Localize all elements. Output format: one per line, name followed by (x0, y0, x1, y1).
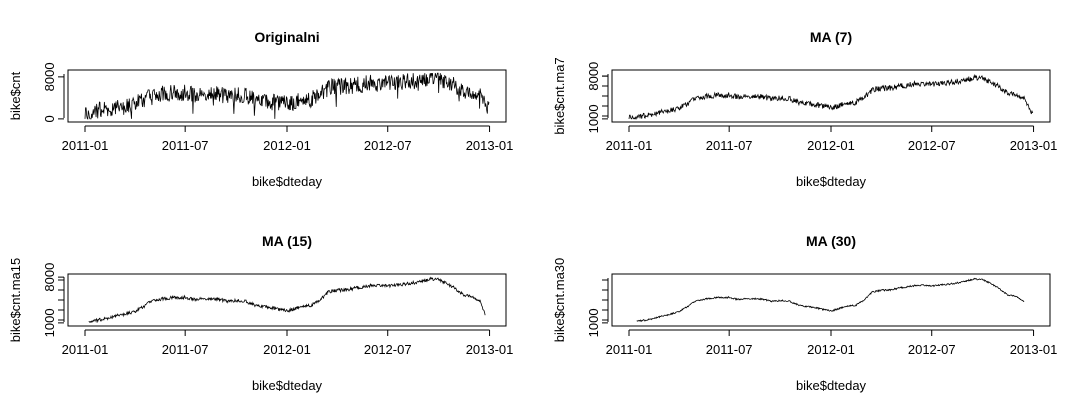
x-tick-label: 2012-01 (807, 342, 855, 357)
x-tick-label: 2012-07 (908, 138, 956, 153)
series-line (88, 276, 486, 324)
x-axis-title: bike$dteday (796, 378, 867, 393)
panel-title: Originalni (254, 29, 319, 45)
series-line (636, 277, 1025, 323)
x-tick-label: 2012-01 (807, 138, 855, 153)
x-axis-title: bike$dteday (252, 378, 323, 393)
x-tick-label: 2011-07 (706, 342, 753, 357)
y-tick-label: 8000 (586, 62, 601, 91)
plot-frame (611, 273, 1051, 327)
plot-frame (67, 69, 507, 123)
y-axis-title: bike$cnt (8, 71, 23, 120)
x-tick-label: 2013-01 (466, 138, 514, 153)
series-line (628, 73, 1034, 120)
x-tick-label: 2011-07 (162, 138, 209, 153)
plot-frame (611, 69, 1051, 123)
panel-title: MA (30) (806, 233, 856, 249)
x-tick-label: 2013-01 (1010, 138, 1058, 153)
x-tick-label: 2012-07 (908, 342, 956, 357)
x-tick-label: 2013-01 (466, 342, 514, 357)
y-axis-title: bike$cnt.ma7 (552, 57, 567, 134)
x-tick-label: 2011-01 (62, 138, 109, 153)
panel-title: MA (15) (262, 233, 312, 249)
x-tick-label: 2013-01 (1010, 342, 1058, 357)
x-tick-label: 2012-07 (364, 342, 412, 357)
panel-title: MA (7) (810, 29, 852, 45)
x-axis-title: bike$dteday (252, 174, 323, 189)
x-tick-label: 2012-07 (364, 138, 412, 153)
y-tick-label: 8000 (42, 62, 57, 91)
y-tick-label: 1000 (586, 104, 601, 133)
x-axis-title: bike$dteday (796, 174, 867, 189)
y-tick-label: 1000 (586, 308, 601, 337)
plot-frame (67, 273, 507, 327)
x-tick-label: 2012-01 (263, 342, 311, 357)
y-axis-title: bike$cnt.ma15 (8, 258, 23, 343)
x-tick-label: 2012-01 (263, 138, 311, 153)
x-tick-label: 2011-01 (606, 342, 653, 357)
x-tick-label: 2011-07 (706, 138, 753, 153)
y-tick-label: 1000 (42, 308, 57, 337)
x-tick-label: 2011-07 (162, 342, 209, 357)
x-tick-label: 2011-01 (606, 138, 653, 153)
y-axis-title: bike$cnt.ma30 (552, 258, 567, 343)
series-line (84, 72, 490, 120)
x-tick-label: 2011-01 (62, 342, 109, 357)
y-tick-label: 8000 (42, 263, 57, 292)
y-tick-label: 0 (42, 115, 57, 122)
